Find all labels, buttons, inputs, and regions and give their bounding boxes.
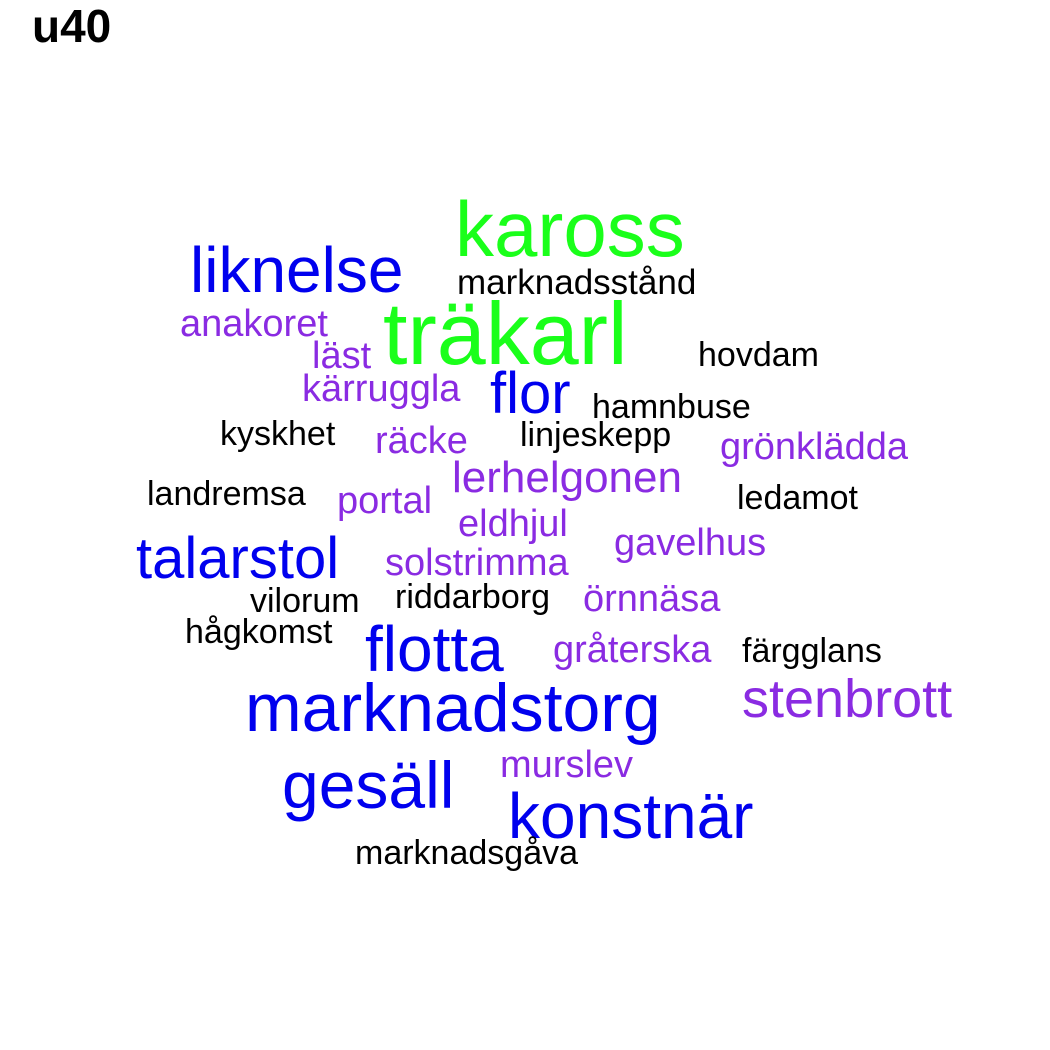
- cloud-word: solstrimma: [385, 542, 569, 584]
- cloud-word: liknelse: [190, 234, 404, 306]
- cloud-word: hågkomst: [185, 613, 333, 651]
- cloud-word: marknadsgåva: [355, 834, 579, 872]
- cloud-word: vilorum: [250, 582, 360, 620]
- page-title: u40: [32, 0, 112, 52]
- cloud-word: kyskhet: [220, 415, 336, 453]
- cloud-word: marknadsstånd: [457, 263, 697, 302]
- cloud-word: marknadstorg: [245, 670, 661, 746]
- cloud-word: flor: [490, 361, 571, 426]
- cloud-word: läst: [312, 335, 372, 377]
- cloud-word: gavelhus: [614, 522, 767, 564]
- cloud-word: flotta: [365, 613, 504, 685]
- cloud-word: kaross: [455, 185, 685, 273]
- cloud-word: konstnär: [508, 780, 754, 852]
- cloud-word: träkarl: [383, 284, 628, 383]
- cloud-word: kärruggla: [302, 368, 461, 410]
- cloud-word: anakoret: [180, 303, 328, 345]
- cloud-word: riddarborg: [395, 578, 550, 616]
- cloud-word: grönklädda: [720, 426, 909, 468]
- cloud-word: gesäll: [282, 748, 455, 822]
- cloud-word: örnnäsa: [583, 578, 721, 620]
- cloud-word: ledamot: [737, 479, 858, 517]
- cloud-word: murslev: [500, 744, 634, 786]
- cloud-word: linjeskepp: [520, 416, 672, 454]
- cloud-word: lerhelgonen: [452, 453, 682, 502]
- cloud-word: räcke: [375, 420, 468, 462]
- cloud-word: färgglans: [742, 632, 882, 670]
- cloud-word: portal: [337, 480, 433, 522]
- cloud-word: hovdam: [698, 336, 819, 374]
- cloud-word: landremsa: [147, 475, 306, 513]
- cloud-word: eldhjul: [458, 503, 568, 545]
- cloud-word: gråterska: [553, 629, 712, 671]
- cloud-word: talarstol: [136, 526, 340, 591]
- cloud-word: stenbrott: [742, 669, 953, 729]
- cloud-word: hamnbuse: [592, 388, 751, 426]
